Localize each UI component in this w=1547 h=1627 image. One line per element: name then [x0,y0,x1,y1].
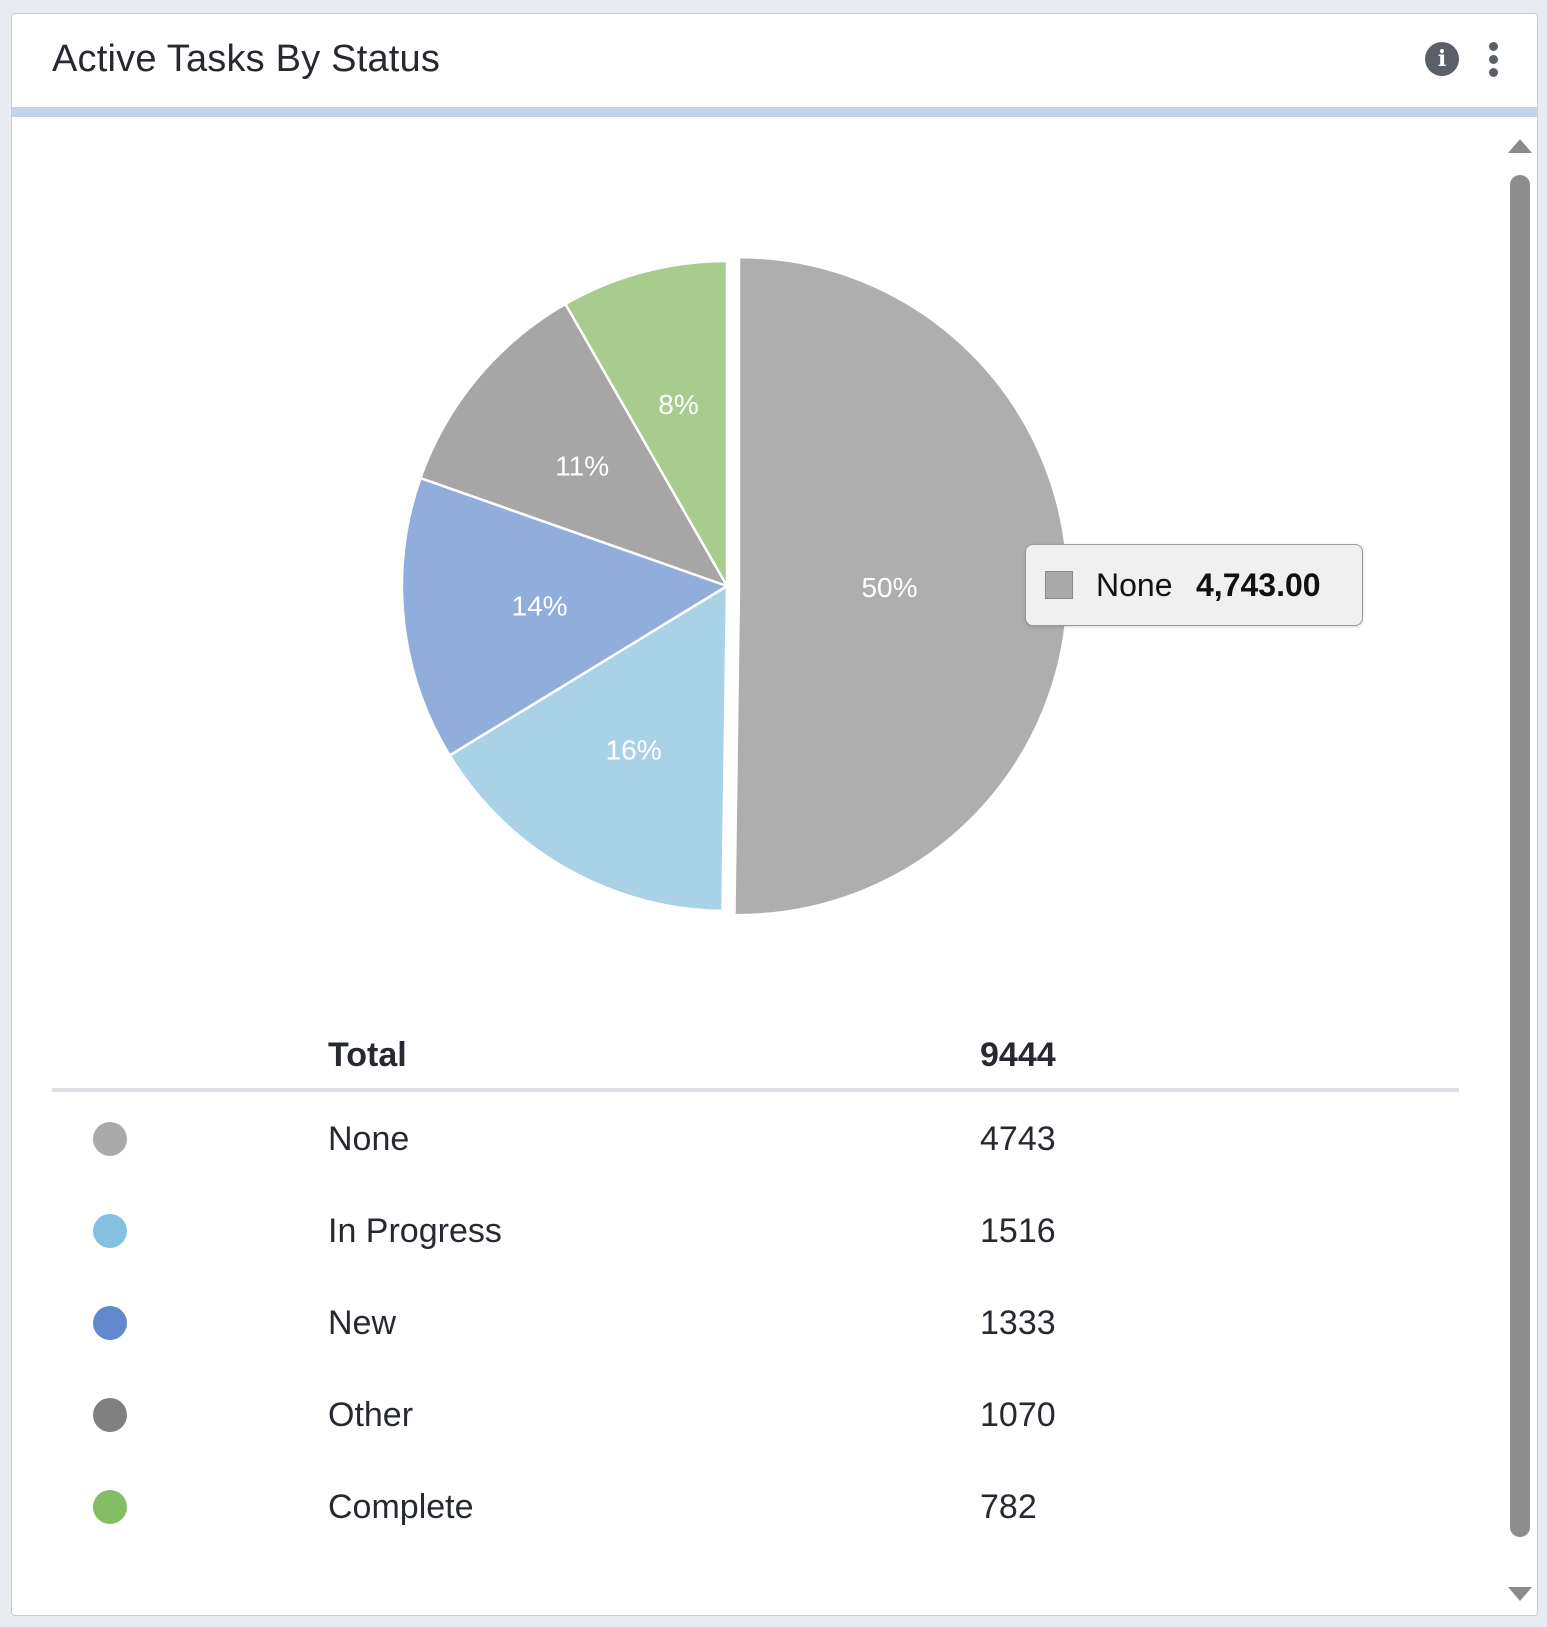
tooltip-name: None [1096,567,1173,603]
legend-dot-icon [93,1306,127,1340]
scroll-down-icon[interactable] [1508,1587,1532,1601]
slice-label: 16% [606,735,662,766]
row-label: Other [328,1396,414,1434]
row-value: 1333 [980,1304,1056,1342]
tooltip-swatch [1045,571,1073,599]
legend-table: Total 9444 None 4743 In Progress 1516 Ne… [52,1014,1459,1552]
row-label: Complete [328,1488,474,1526]
row-value: 1070 [980,1396,1056,1434]
pie-slice-new[interactable] [400,476,730,758]
pie-slice-other[interactable] [418,302,730,589]
widget-card: Active Tasks By Status i 50% 16% 14% 11% 8% … [11,13,1538,1616]
more-vertical-icon[interactable] [1485,42,1501,78]
legend-dot-icon [93,1398,127,1432]
slice-label: 14% [512,591,568,622]
slice-label: 8% [658,389,698,420]
table-row[interactable]: In Progress 1516 [52,1184,1459,1276]
chart-tooltip: None 4,743.00 [1025,544,1363,626]
pie-chart: 50% 16% 14% 11% 8% [400,255,1070,917]
row-label: New [328,1304,397,1342]
total-value: 9444 [980,1036,1056,1074]
row-value: 782 [980,1488,1037,1526]
pie-slice-in-progress[interactable] [447,583,729,913]
widget-title: Active Tasks By Status [52,38,441,80]
row-value: 4743 [980,1120,1056,1158]
row-label: None [328,1120,410,1158]
table-row[interactable]: Complete 782 [52,1460,1459,1552]
legend-dot-icon [93,1214,127,1248]
scroll-up-icon[interactable] [1508,139,1532,153]
table-row[interactable]: Other 1070 [52,1368,1459,1460]
table-header: Total 9444 [52,1014,1459,1092]
slice-label: 50% [861,572,917,603]
table-row[interactable]: None 4743 [52,1092,1459,1184]
slice-label: 11% [555,450,609,481]
total-label: Total [328,1036,407,1074]
legend-dot-icon [93,1490,127,1524]
tooltip-value: 4,743.00 [1196,567,1321,603]
row-label: In Progress [328,1212,502,1250]
widget-header: Active Tasks By Status i [12,14,1537,117]
table-row[interactable]: New 1333 [52,1276,1459,1368]
scrollbar[interactable] [1502,119,1537,1615]
row-value: 1516 [980,1212,1056,1250]
pie-slice-complete[interactable] [563,259,729,591]
legend-dot-icon [93,1122,127,1156]
scroll-thumb[interactable] [1510,175,1530,1537]
info-icon[interactable]: i [1425,42,1459,76]
